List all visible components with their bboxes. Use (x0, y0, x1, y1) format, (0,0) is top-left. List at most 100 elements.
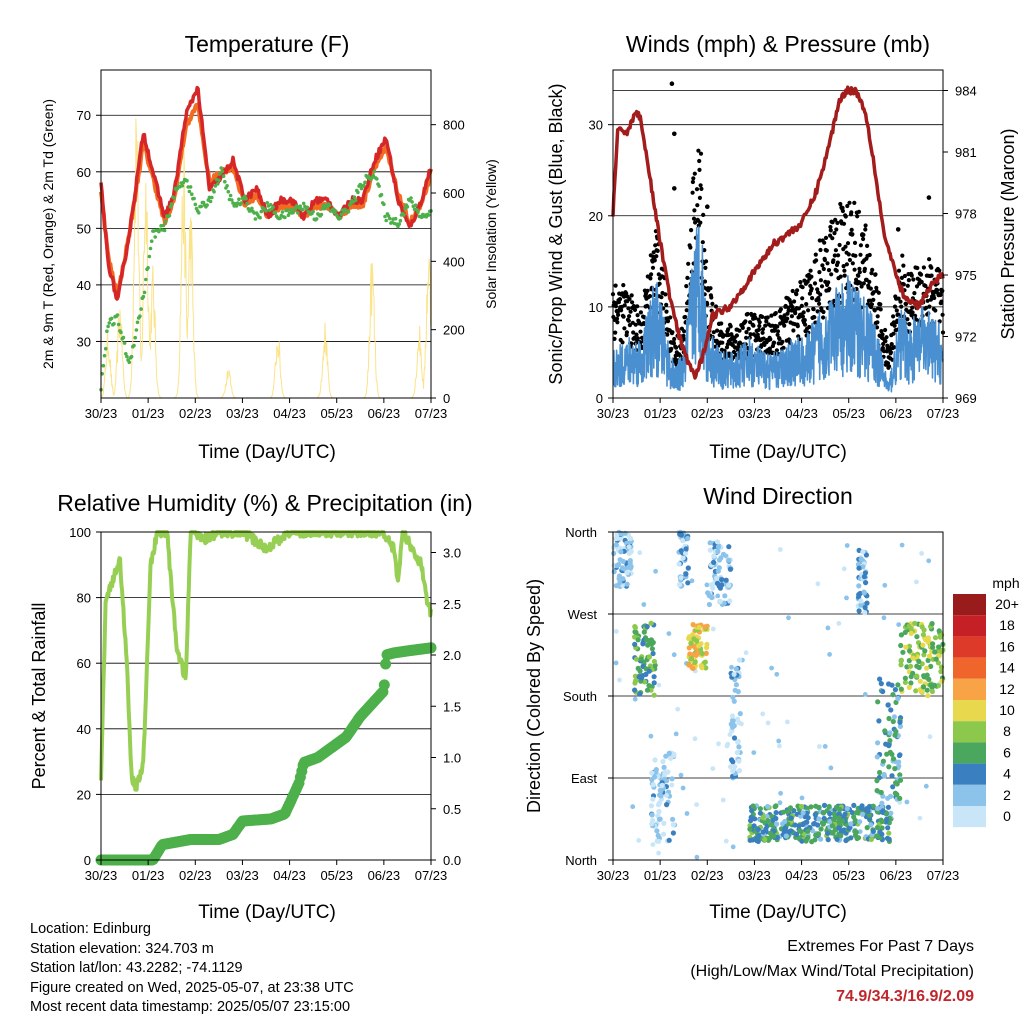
gust-point (652, 258, 657, 263)
direction-point (735, 739, 741, 745)
direction-point (658, 793, 664, 799)
gust-point (867, 279, 872, 284)
dewpoint-point (379, 192, 384, 197)
gust-point (802, 318, 807, 323)
direction-point (858, 556, 864, 562)
gust-point (655, 248, 660, 253)
direction-point (650, 842, 656, 847)
direction-xtick-label: 03/23 (738, 868, 771, 883)
dewpoint-point (164, 219, 168, 224)
direction-point (773, 810, 779, 816)
direction-point (868, 836, 875, 843)
gust-point (681, 333, 686, 338)
direction-point (666, 750, 672, 756)
direction-point (678, 772, 684, 778)
direction-point (877, 769, 883, 776)
gust-point (845, 203, 850, 209)
direction-point (737, 711, 743, 717)
gust-point (918, 272, 924, 277)
gust-point (898, 299, 903, 304)
dewpoint-point (132, 343, 136, 348)
direction-point (720, 551, 727, 558)
gust-point (691, 216, 697, 221)
gust-point (635, 336, 641, 341)
gust-point (830, 220, 835, 225)
gust-point (622, 303, 627, 308)
gust-point (654, 254, 659, 259)
gust-point (795, 324, 800, 329)
gust-point (789, 314, 795, 319)
humidity-xtick-label: 03/23 (226, 868, 259, 883)
dewpoint-point (253, 217, 258, 221)
direction-point (649, 646, 656, 652)
gust-point (855, 214, 860, 219)
gust-point (894, 308, 899, 313)
direction-point (651, 680, 657, 686)
direction-ytick-label: East (571, 771, 597, 786)
gust-point (704, 259, 709, 264)
direction-point (851, 802, 857, 809)
direction-point (817, 744, 822, 749)
direction-point (627, 558, 633, 564)
gust-point (615, 320, 620, 325)
direction-point (774, 821, 780, 827)
gust-point (812, 281, 818, 286)
direction-point (676, 561, 682, 567)
dewpoint-point (296, 211, 300, 215)
direction-point (696, 624, 702, 630)
gust-point (892, 304, 898, 309)
gust-point (910, 305, 915, 310)
winds-xtick-label: 02/23 (691, 406, 724, 421)
direction-point (777, 743, 782, 749)
temperature-xtick-label: 01/23 (132, 406, 165, 421)
gust-point (613, 283, 618, 288)
direction-point (858, 598, 864, 604)
gust-point (790, 288, 795, 294)
gust-point (744, 335, 749, 340)
dewpoint-point (298, 204, 303, 208)
dewpoint-point (121, 335, 126, 340)
direction-point (715, 568, 721, 574)
direction-point (922, 648, 928, 654)
direction-point (785, 719, 790, 725)
direction-point (879, 825, 885, 831)
direction-point (730, 844, 736, 850)
dewpoint-point (363, 180, 367, 185)
temperature-xtick-label: 30/23 (85, 406, 118, 421)
direction-point (906, 623, 912, 629)
direction-point (660, 758, 666, 765)
winds-title: Winds (mph) & Pressure (mb) (626, 31, 930, 57)
gust-point (940, 288, 945, 293)
direction-point (938, 668, 944, 675)
direction-point (724, 743, 730, 749)
direction-point (651, 674, 657, 680)
gust-point (863, 223, 868, 228)
direction-point (926, 653, 933, 659)
direction-point (646, 683, 652, 689)
direction-point (924, 665, 930, 671)
dewpoint-point (208, 199, 213, 204)
humidity-y2tick-label: 1.5 (443, 699, 461, 714)
direction-point (727, 764, 733, 770)
direction-point (882, 582, 888, 588)
direction-point (920, 642, 926, 648)
direction-point (734, 749, 740, 756)
gust-point (794, 292, 799, 297)
direction-point (890, 692, 896, 698)
gust-point (777, 336, 782, 342)
gust-point (703, 265, 708, 270)
gust-point (699, 186, 704, 191)
colorbar-label: 4 (1003, 766, 1011, 782)
temperature-y2tick-label: 400 (443, 254, 465, 269)
gust-point (862, 266, 868, 271)
gust-point (896, 268, 902, 273)
gust-point (740, 325, 745, 330)
direction-point (731, 698, 737, 704)
dewpoint-point (268, 202, 273, 207)
gust-point (786, 308, 791, 313)
gust-point (694, 187, 700, 192)
direction-point (908, 630, 914, 637)
gust-point (806, 308, 811, 313)
direction-point (678, 548, 684, 554)
direction-point (748, 814, 754, 820)
